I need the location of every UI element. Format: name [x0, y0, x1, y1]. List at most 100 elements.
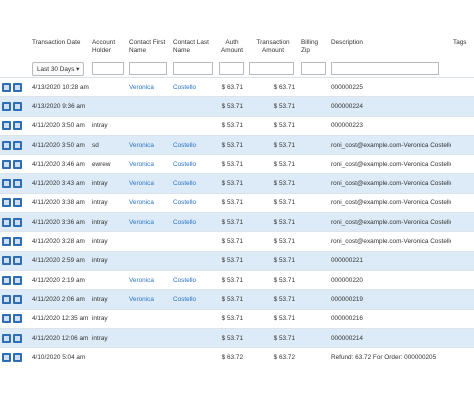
table-cell: Veronica	[127, 76, 171, 97]
table-cell: $ 53.71	[247, 327, 299, 348]
table-cell: $ 53.71	[217, 289, 247, 310]
filter-input[interactable]	[92, 62, 124, 75]
table-cell: $ 53.71	[247, 115, 299, 136]
view-button[interactable]	[2, 256, 11, 266]
column-header[interactable]: Transaction Amount	[256, 39, 290, 54]
table-cell	[299, 250, 329, 271]
edit-button[interactable]	[13, 314, 22, 324]
view-button[interactable]	[2, 217, 11, 227]
edit-button[interactable]	[13, 121, 22, 131]
view-button[interactable]	[2, 237, 11, 247]
edit-button[interactable]	[13, 256, 22, 266]
table-cell	[127, 96, 171, 117]
table-cell	[299, 308, 329, 329]
edit-button[interactable]	[13, 179, 22, 189]
table-cell: $ 53.71	[217, 231, 247, 252]
edit-button[interactable]	[13, 275, 22, 285]
table-row[interactable]: 4/11/2020 12:06 am intray $ 53.71 $ 53.71 00…	[0, 327, 474, 348]
view-button[interactable]	[2, 159, 11, 169]
view-button[interactable]	[2, 82, 11, 92]
view-button[interactable]	[2, 294, 11, 304]
column-header[interactable]: Description	[331, 39, 363, 46]
view-button[interactable]	[2, 198, 11, 208]
table-row[interactable]: 4/11/2020 3:43 am intray Veronica Costello $…	[0, 173, 474, 194]
table-row[interactable]: 4/11/2020 2:19 am Veronica Costello $ 53.71…	[0, 269, 474, 290]
table-row[interactable]: 4/13/2020 9:36 am $ 53.71 $ 53.71 000000224	[0, 96, 474, 117]
table-cell: $ 63.72	[247, 347, 299, 367]
filter-input[interactable]	[219, 62, 245, 75]
table-cell: roni_cost@example.com-Veronica Costello	[329, 231, 451, 252]
icon-header	[0, 38, 30, 60]
table-row[interactable]: 4/11/2020 3:36 am intray Veronica Costello $…	[0, 212, 474, 232]
filter-cell	[171, 60, 217, 78]
edit-button[interactable]	[13, 217, 22, 227]
table-row[interactable]: 4/13/2020 10:28 am Veronica Costello $ 63.7…	[0, 76, 474, 97]
edit-button[interactable]	[13, 198, 22, 208]
table-cell	[451, 308, 474, 329]
column-header[interactable]: Contact Last Name	[173, 39, 209, 54]
column-header[interactable]: Transaction Date	[32, 39, 81, 46]
table-cell: $ 53.71	[217, 173, 247, 194]
table-cell: 4/11/2020 12:06 am	[30, 327, 90, 348]
view-button[interactable]	[2, 101, 11, 111]
edit-button[interactable]	[13, 237, 22, 247]
table-cell	[90, 269, 127, 290]
table-row[interactable]: 4/11/2020 3:50 am sd Veronica Costello $ 53.…	[0, 134, 474, 155]
view-button[interactable]	[2, 333, 11, 343]
table-cell: $ 53.71	[217, 250, 247, 271]
edit-button[interactable]	[13, 82, 22, 92]
edit-button[interactable]	[13, 333, 22, 343]
transactions-table: Transaction Date Account Holder Contact Fi…	[0, 38, 474, 367]
table-cell	[171, 327, 217, 348]
table-cell: intray	[90, 173, 127, 194]
table-cell: $ 53.71	[247, 231, 299, 252]
table-cell	[451, 250, 474, 271]
row-actions	[0, 134, 30, 155]
view-button[interactable]	[2, 352, 11, 362]
edit-button[interactable]	[13, 140, 22, 150]
table-row[interactable]: 4/11/2020 3:46 am ewrew Veronica Costello $ …	[0, 154, 474, 174]
table-cell: Veronica	[127, 192, 171, 213]
table-row[interactable]: 4/11/2020 3:38 am intray Veronica Costello $…	[0, 192, 474, 213]
column-header[interactable]: Contact First Name	[129, 39, 166, 54]
filter-input[interactable]	[129, 62, 167, 75]
table-row[interactable]: 4/11/2020 2:59 am intray $ 53.71 $ 53.71 000…	[0, 250, 474, 271]
table-cell: intray	[90, 327, 127, 348]
table-row[interactable]: 4/11/2020 3:28 am intray $ 53.71 $ 53.71 ron…	[0, 231, 474, 252]
table-row[interactable]: 4/11/2020 12:35 am intray $ 53.71 $ 53.71 00…	[0, 308, 474, 329]
table-cell	[299, 289, 329, 310]
column-header[interactable]: Billing Zip	[301, 39, 319, 54]
view-button[interactable]	[2, 275, 11, 285]
view-button[interactable]	[2, 121, 11, 131]
filter-cell	[90, 60, 127, 78]
edit-button[interactable]	[13, 159, 22, 169]
row-actions	[0, 347, 30, 367]
table-cell	[451, 231, 474, 252]
filter-cell	[0, 60, 30, 78]
table-cell: $ 63.72	[217, 347, 247, 367]
column-header[interactable]: Tags	[453, 39, 467, 46]
column-header[interactable]: Account Holder	[92, 39, 116, 54]
table-row[interactable]: 4/10/2020 5:04 am $ 63.72 $ 63.72 Refund: 6…	[0, 347, 474, 367]
filter-input[interactable]	[173, 62, 213, 75]
date-filter[interactable]: Last 30 Days ▾	[32, 61, 85, 76]
table-cell	[127, 231, 171, 252]
filter-input[interactable]	[249, 62, 295, 75]
table-row[interactable]: 4/11/2020 3:50 am intray $ 53.71 $ 53.71 000…	[0, 115, 474, 136]
table-cell: roni_cost@example.com-Veronica Costello	[329, 212, 451, 232]
table-cell	[299, 76, 329, 97]
view-button[interactable]	[2, 140, 11, 150]
view-button[interactable]	[2, 314, 11, 324]
edit-button[interactable]	[13, 101, 22, 111]
view-button[interactable]	[2, 179, 11, 189]
row-actions	[0, 115, 30, 136]
filter-input[interactable]	[301, 62, 327, 75]
edit-button[interactable]	[13, 352, 22, 362]
table-cell: intray	[90, 289, 127, 310]
filter-input[interactable]	[331, 62, 440, 75]
table-cell	[451, 134, 474, 155]
table-row[interactable]: 4/11/2020 2:06 am intray Veronica Costello $…	[0, 289, 474, 310]
table-cell: $ 53.71	[217, 115, 247, 136]
column-header[interactable]: Auth Amount	[220, 39, 244, 54]
edit-button[interactable]	[13, 294, 22, 304]
